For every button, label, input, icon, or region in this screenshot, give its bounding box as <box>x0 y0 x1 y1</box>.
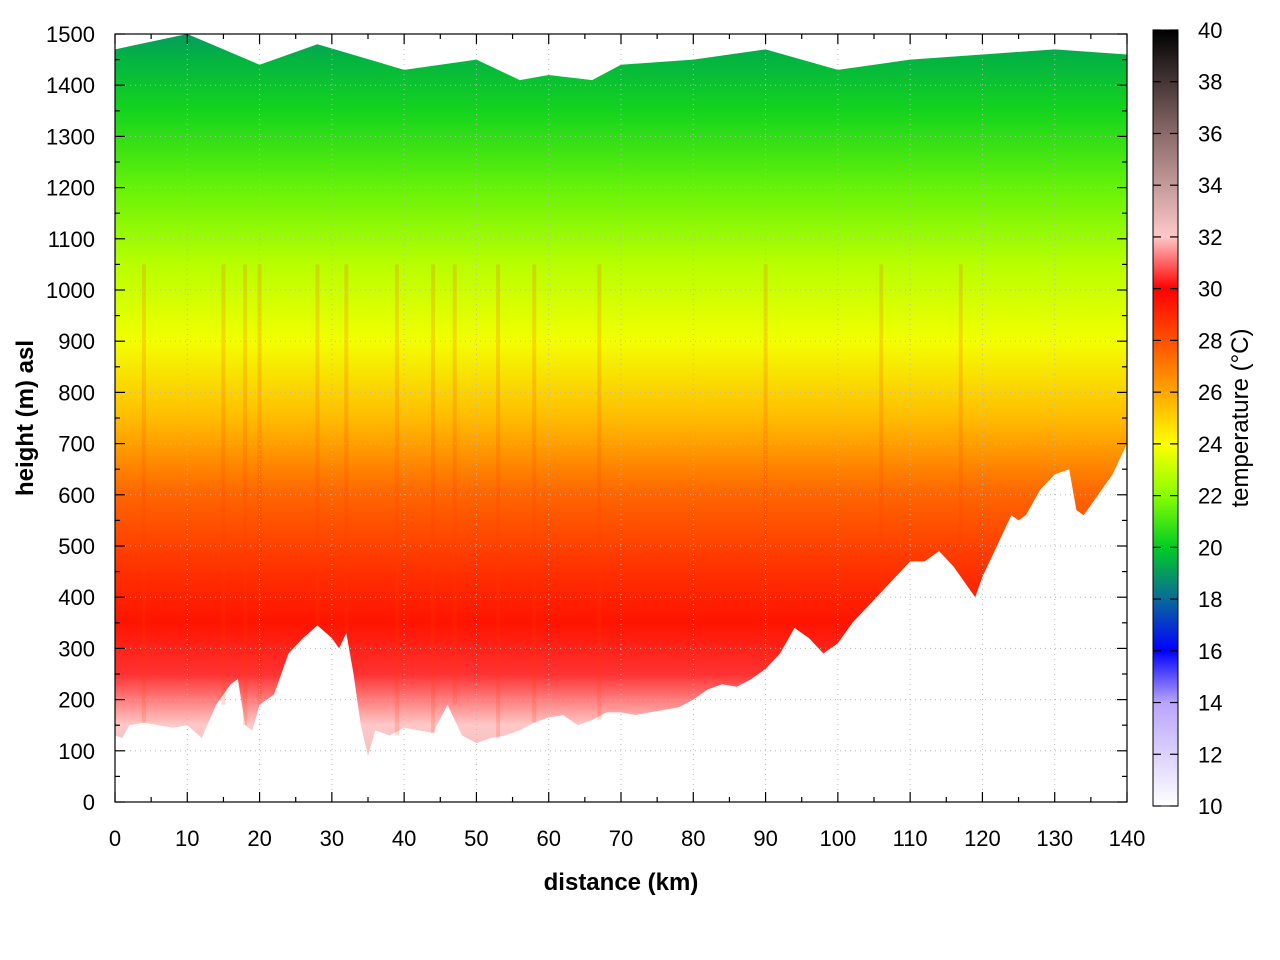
streak <box>452 264 457 705</box>
y-tick-label: 700 <box>58 432 95 457</box>
streak <box>221 264 226 705</box>
streak <box>394 264 399 736</box>
y-tick-label: 200 <box>58 688 95 713</box>
streak <box>532 264 537 723</box>
colorbar-title: temperature (°C) <box>1227 329 1254 508</box>
colorbar-tick-label: 34 <box>1198 173 1222 198</box>
x-tick-label: 70 <box>609 826 633 851</box>
colorbar-tick-label: 26 <box>1198 380 1222 405</box>
colorbar: 10 12 14 16 18 20 22 24 26 28 30 32 34 36 38 40 tempera… <box>1152 18 1254 819</box>
streak <box>344 264 349 634</box>
colorbar-tick-label: 28 <box>1198 328 1222 353</box>
streak <box>879 264 884 593</box>
colorbar-tick-label: 38 <box>1198 70 1222 95</box>
x-tick-label: 40 <box>392 826 416 851</box>
streak <box>763 264 768 669</box>
y-tick-label: 500 <box>58 534 95 559</box>
x-tick-label: 20 <box>247 826 271 851</box>
y-tick-label: 1400 <box>46 73 95 98</box>
streak <box>958 264 963 567</box>
y-tick-label: 1300 <box>46 124 95 149</box>
colorbar-ticks: 10 12 14 16 18 20 22 24 26 28 30 32 34 36 38 40 <box>1153 18 1222 819</box>
y-axis: 0 100 200 300 400 500 600 700 800 900 1000 1100 1200… <box>46 22 1127 815</box>
x-tick-label: 30 <box>320 826 344 851</box>
streak <box>597 264 602 721</box>
x-tick-label: 140 <box>1109 826 1146 851</box>
grid <box>115 34 1127 802</box>
colorbar-tick-label: 12 <box>1198 742 1222 767</box>
colorbar-tick-label: 36 <box>1198 121 1222 146</box>
y-tick-label: 0 <box>83 790 95 815</box>
colorbar-tick-label: 24 <box>1198 432 1222 457</box>
x-tick-label: 10 <box>175 826 199 851</box>
colorbar-tick-label: 20 <box>1198 535 1222 560</box>
streak <box>141 264 146 723</box>
y-tick-label: 1100 <box>48 227 95 252</box>
x-tick-label: 90 <box>753 826 777 851</box>
colorbar-tick-label: 40 <box>1198 18 1222 43</box>
y-tick-label: 1500 <box>46 22 95 47</box>
colorbar-tick-label: 16 <box>1198 639 1222 664</box>
y-axis-title: height (m) asl <box>12 340 39 496</box>
colorbar-tick-label: 18 <box>1198 587 1222 612</box>
x-tick-label: 130 <box>1036 826 1073 851</box>
y-tick-label: 400 <box>58 585 95 610</box>
y-tick-label: 1000 <box>46 278 95 303</box>
y-tick-label: 600 <box>58 483 95 508</box>
x-tick-label: 60 <box>536 826 560 851</box>
y-tick-label: 100 <box>58 739 95 764</box>
x-tick-label: 120 <box>964 826 1001 851</box>
x-tick-label: 110 <box>893 826 928 851</box>
y-tick-label: 1200 <box>46 176 95 201</box>
streak <box>431 264 436 733</box>
y-tick-label: 300 <box>58 636 95 661</box>
colorbar-tick-label: 30 <box>1198 277 1222 302</box>
y-tick-label: 900 <box>58 329 95 354</box>
colorbar-tick-label: 10 <box>1198 794 1222 819</box>
x-axis-title: distance (km) <box>544 869 699 896</box>
x-tick-label: 80 <box>681 826 705 851</box>
x-tick-label: 0 <box>109 826 121 851</box>
streak <box>496 264 501 738</box>
colorbar-tick-label: 22 <box>1198 484 1222 509</box>
colorbar-tick-label: 14 <box>1198 691 1222 716</box>
x-axis: 0 10 20 30 40 50 60 70 80 90 100 110 120 130 140 <box>109 34 1145 851</box>
colorbar-tick-label: 32 <box>1198 225 1222 250</box>
plot-area <box>114 33 1128 803</box>
x-tick-label: 50 <box>464 826 488 851</box>
x-tick-label: 100 <box>819 826 856 851</box>
colorbar-scale <box>1152 29 1179 807</box>
streak <box>315 264 320 626</box>
y-tick-label: 800 <box>58 380 95 405</box>
